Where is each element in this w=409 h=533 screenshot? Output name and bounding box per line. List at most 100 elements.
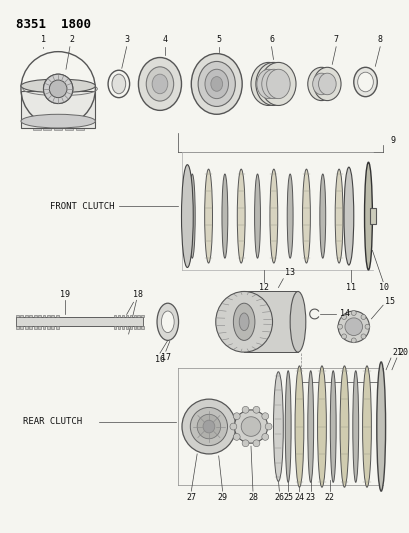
Ellipse shape: [233, 413, 240, 419]
Ellipse shape: [234, 410, 267, 443]
Ellipse shape: [242, 406, 248, 413]
Bar: [16, 326, 19, 329]
Ellipse shape: [190, 407, 227, 446]
Text: 6: 6: [268, 35, 273, 44]
Ellipse shape: [152, 74, 167, 94]
Ellipse shape: [313, 67, 340, 101]
Bar: [51, 315, 54, 317]
Ellipse shape: [198, 61, 235, 107]
Ellipse shape: [43, 74, 73, 103]
Text: 5: 5: [216, 35, 220, 44]
Text: 13: 13: [285, 268, 294, 277]
Ellipse shape: [202, 420, 214, 433]
Text: 23: 23: [305, 492, 315, 502]
Ellipse shape: [364, 162, 371, 270]
Text: 29: 29: [217, 492, 227, 502]
Ellipse shape: [273, 372, 283, 481]
Ellipse shape: [317, 366, 326, 487]
Ellipse shape: [237, 169, 245, 263]
Bar: [33, 125, 40, 130]
Ellipse shape: [376, 362, 384, 491]
Ellipse shape: [260, 62, 295, 106]
Ellipse shape: [112, 74, 126, 94]
Bar: [243, 292, 297, 352]
Bar: [56, 326, 58, 329]
Ellipse shape: [339, 366, 348, 487]
Ellipse shape: [21, 79, 95, 93]
Text: 4: 4: [162, 35, 167, 44]
Ellipse shape: [240, 417, 260, 437]
Ellipse shape: [233, 433, 240, 440]
Ellipse shape: [362, 366, 371, 487]
Ellipse shape: [204, 69, 228, 99]
Bar: [65, 125, 73, 130]
Ellipse shape: [261, 433, 268, 440]
Text: 17: 17: [160, 352, 171, 361]
Ellipse shape: [229, 423, 236, 430]
Bar: [137, 315, 139, 317]
Text: 8351  1800: 8351 1800: [16, 18, 91, 31]
Text: 27: 27: [186, 492, 196, 502]
Bar: [117, 326, 120, 329]
Text: 20: 20: [398, 348, 408, 357]
Ellipse shape: [161, 311, 174, 333]
Ellipse shape: [210, 77, 222, 91]
Bar: [76, 125, 83, 130]
Ellipse shape: [49, 80, 67, 98]
Bar: [25, 315, 28, 317]
Ellipse shape: [287, 174, 292, 258]
Ellipse shape: [182, 399, 235, 454]
Ellipse shape: [191, 54, 242, 114]
Bar: [117, 315, 120, 317]
Ellipse shape: [352, 371, 358, 482]
Ellipse shape: [290, 292, 305, 352]
Text: 2: 2: [69, 35, 74, 44]
Ellipse shape: [307, 67, 335, 101]
Bar: [43, 315, 45, 317]
Bar: [129, 315, 132, 317]
Text: 14: 14: [339, 310, 349, 319]
Text: 18: 18: [133, 290, 143, 299]
Text: 25: 25: [283, 492, 292, 502]
Ellipse shape: [215, 292, 272, 352]
Text: 16: 16: [155, 354, 164, 364]
Ellipse shape: [353, 67, 376, 96]
Text: REAR CLUTCH: REAR CLUTCH: [23, 417, 82, 426]
Bar: [121, 315, 124, 317]
Bar: [47, 326, 50, 329]
Bar: [34, 326, 36, 329]
Bar: [54, 125, 62, 130]
Ellipse shape: [360, 314, 365, 319]
Bar: [43, 326, 45, 329]
Bar: [38, 326, 41, 329]
Ellipse shape: [341, 314, 346, 319]
Ellipse shape: [319, 174, 325, 258]
Circle shape: [337, 311, 369, 342]
Bar: [126, 315, 128, 317]
Ellipse shape: [254, 174, 260, 258]
Ellipse shape: [138, 58, 181, 110]
Ellipse shape: [189, 174, 195, 258]
Ellipse shape: [341, 334, 346, 339]
Bar: [133, 326, 136, 329]
Ellipse shape: [250, 62, 285, 106]
Bar: [141, 326, 144, 329]
Ellipse shape: [318, 73, 335, 95]
Text: 21: 21: [392, 348, 402, 357]
Ellipse shape: [265, 423, 272, 430]
Ellipse shape: [261, 413, 268, 419]
Bar: [129, 326, 132, 329]
Ellipse shape: [252, 440, 259, 447]
Bar: [20, 315, 23, 317]
Bar: [47, 315, 50, 317]
Ellipse shape: [256, 69, 280, 99]
Text: 15: 15: [384, 297, 394, 306]
Bar: [16, 315, 19, 317]
Bar: [25, 326, 28, 329]
Ellipse shape: [157, 303, 178, 341]
Ellipse shape: [261, 69, 285, 99]
Ellipse shape: [335, 169, 342, 263]
Ellipse shape: [364, 324, 369, 329]
Ellipse shape: [337, 324, 342, 329]
Bar: [137, 326, 139, 329]
